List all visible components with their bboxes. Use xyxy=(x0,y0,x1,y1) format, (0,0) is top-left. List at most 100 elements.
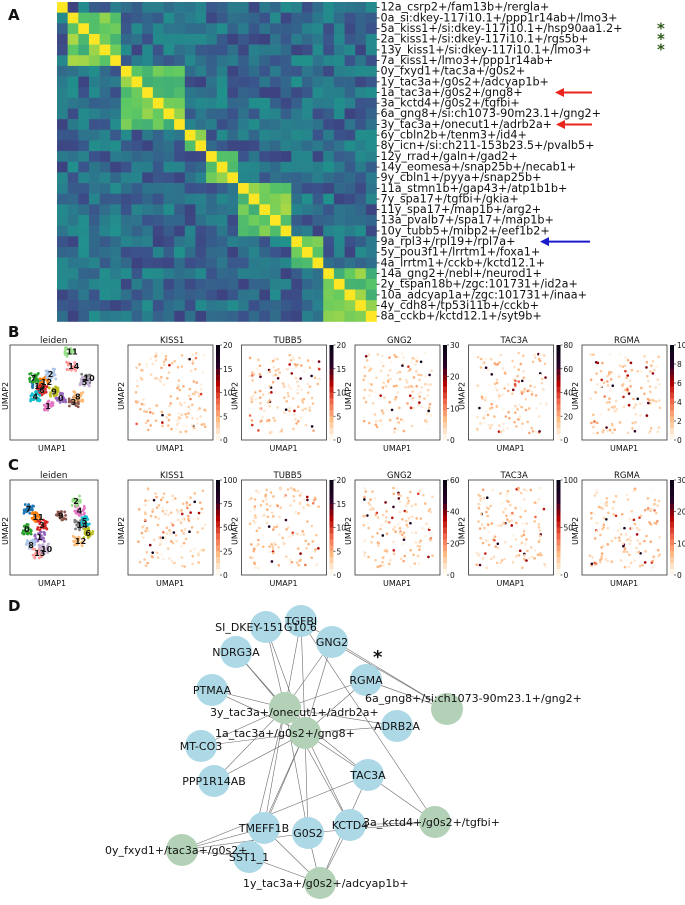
colorbar-segment xyxy=(443,345,447,352)
colorbar-segment xyxy=(670,551,674,558)
umap-cell xyxy=(402,538,406,541)
heatmap-cell xyxy=(88,289,100,301)
umap-cell xyxy=(199,415,202,418)
heatmap-cell xyxy=(301,140,313,152)
heatmap-cell xyxy=(344,55,356,67)
heatmap-cell xyxy=(78,119,90,131)
umap-cell xyxy=(196,391,200,395)
heatmap-cell xyxy=(67,65,79,77)
leiden-point xyxy=(31,384,34,387)
heatmap-cell xyxy=(78,268,90,280)
umap-cell xyxy=(393,398,397,401)
umap-cell xyxy=(398,510,402,514)
umap-xlabel: UMAP1 xyxy=(270,579,298,588)
umap-cell xyxy=(169,401,173,405)
heatmap-cell xyxy=(270,151,281,163)
umap-cell xyxy=(627,403,631,407)
umap-cell xyxy=(608,370,611,374)
heatmap-cell xyxy=(227,161,239,173)
umap-cell xyxy=(280,430,283,433)
colorbar-segment xyxy=(329,557,334,564)
umap-cell xyxy=(268,504,272,508)
heatmap-cell xyxy=(365,23,377,35)
umap-cell xyxy=(643,561,647,564)
umap-cell xyxy=(511,359,514,363)
umap-cell xyxy=(540,381,544,385)
umap-cell xyxy=(363,538,367,542)
umap-cell xyxy=(271,551,275,555)
leiden-point xyxy=(51,387,55,391)
heatmap-cell xyxy=(323,151,335,163)
heatmap-cell xyxy=(291,310,303,322)
umap-cell xyxy=(655,365,658,368)
heatmap-cell xyxy=(88,183,100,194)
leiden-point xyxy=(35,514,39,518)
umap-cell xyxy=(409,490,412,494)
heatmap-cell xyxy=(248,151,260,163)
umap-cell xyxy=(287,394,290,398)
heatmap-cell xyxy=(344,300,356,312)
heatmap-cell xyxy=(248,225,260,237)
heatmap-cell xyxy=(238,161,249,173)
umap-cell xyxy=(651,372,655,375)
heatmap-cell xyxy=(270,193,281,205)
leiden-point xyxy=(45,376,49,380)
heatmap-cell xyxy=(355,65,367,77)
umap-cell xyxy=(376,565,380,569)
umap-ylabel: UMAP2 xyxy=(344,517,353,545)
heatmap-cell xyxy=(238,87,249,99)
umap-cell xyxy=(250,556,254,559)
umap-cell xyxy=(419,390,422,394)
network-edge xyxy=(200,732,306,747)
colorbar-tick-label: 5 xyxy=(337,547,342,556)
heatmap-cell xyxy=(216,225,228,237)
umap-cell xyxy=(154,359,158,362)
leiden-point xyxy=(44,547,48,551)
heatmap-cell xyxy=(291,119,303,131)
umap-cell xyxy=(191,424,194,427)
umap-cell xyxy=(522,533,526,537)
heatmap-cell xyxy=(270,183,281,194)
heatmap-cell xyxy=(110,161,122,173)
leiden-cluster-number: 12 xyxy=(75,537,86,546)
heatmap-cell xyxy=(174,204,186,216)
umap-cell xyxy=(477,553,480,557)
umap-cell xyxy=(379,394,382,397)
heatmap-cell xyxy=(333,172,345,184)
umap-cell xyxy=(611,431,614,435)
heatmap-cell xyxy=(110,215,122,226)
umap-cell xyxy=(418,378,421,382)
umap-cell xyxy=(658,406,662,410)
heatmap-cell xyxy=(355,246,367,258)
umap-cell xyxy=(635,546,638,550)
umap-cell xyxy=(148,410,152,414)
umap-cell xyxy=(392,486,395,490)
heatmap-cell xyxy=(216,172,228,184)
leiden-point xyxy=(27,547,31,550)
colorbar-tick-label: 20 xyxy=(450,539,460,548)
heatmap-cell xyxy=(88,225,100,237)
umap-cell xyxy=(541,388,544,392)
umap-cell xyxy=(156,523,160,527)
colorbar-tick-label: 10 xyxy=(223,389,233,398)
colorbar-tick-label: 40 xyxy=(564,389,574,398)
umap-cell xyxy=(484,396,488,399)
colorbar-tick-label: 0 xyxy=(677,436,682,445)
heatmap-cell xyxy=(163,204,175,216)
umap-cell xyxy=(514,555,518,558)
umap-cell xyxy=(154,492,157,495)
umap-cell xyxy=(272,416,275,420)
umap-cell xyxy=(602,526,605,529)
colorbar-tick-label: 5 xyxy=(223,412,228,421)
umap-cell xyxy=(533,549,537,552)
heatmap-cell xyxy=(355,87,367,99)
umap-xlabel: UMAP1 xyxy=(497,579,525,588)
umap-cell xyxy=(482,413,486,417)
umap-cell xyxy=(191,362,195,365)
heatmap-cell xyxy=(184,278,196,290)
heatmap-cell xyxy=(163,172,175,184)
umap-cell xyxy=(627,392,631,395)
umap-frame xyxy=(581,344,668,441)
umap-cell xyxy=(138,363,141,366)
heatmap-cell xyxy=(323,140,335,152)
